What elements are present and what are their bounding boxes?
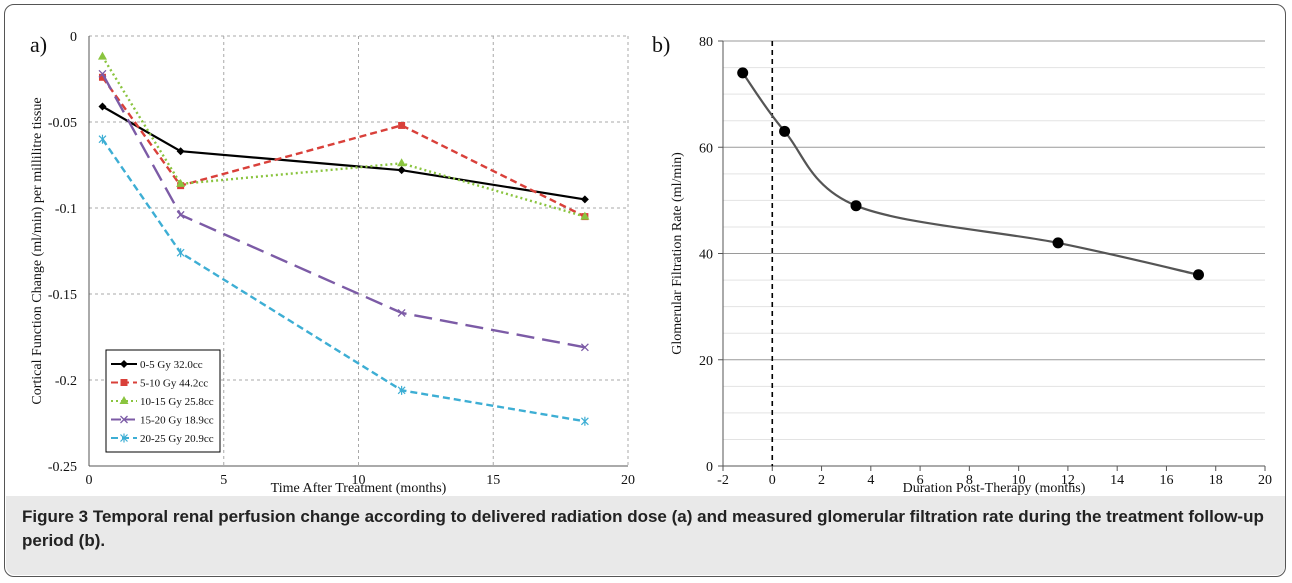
panel-a-x-tick-label: 0	[86, 473, 93, 488]
panel-a-series-line-5	[101, 138, 586, 423]
panel-b-y-tick-label: 40	[699, 248, 713, 263]
panel-a-y-tick-label: 0	[70, 30, 77, 45]
panel-b-gfr-point	[1052, 237, 1064, 249]
panel-a-y-tick-label: -0.15	[48, 288, 77, 303]
panel-a-label: a)	[30, 32, 47, 57]
panel-b-x-axis-label: Duration Post-Therapy (months)	[903, 481, 1086, 496]
panel-a-series-5-point	[397, 385, 406, 395]
panel-a-series-line-4	[101, 73, 586, 349]
panel-b-gfr-point	[779, 125, 791, 137]
panel-a-series-1-point	[580, 195, 589, 204]
panel-a-series-5-point	[98, 134, 107, 144]
panel-a-series-5-point	[176, 248, 185, 258]
panel-a-y-tick-label: -0.05	[48, 116, 77, 131]
panel-a-legend-label-2: 5-10 Gy 44.2cc	[140, 378, 208, 390]
panel-a-x-tick-label: 15	[486, 473, 500, 488]
panel-a-y-tick-label: -0.1	[55, 202, 77, 217]
panel-a-legend-label-3: 10-15 Gy 25.8cc	[140, 396, 214, 408]
panel-b-x-tick-label: 10	[1012, 473, 1026, 488]
panel-a-y-axis-label: Cortical Function Change (ml/min) per mi…	[30, 97, 45, 404]
panel-a-legend-marker-4	[120, 415, 128, 424]
panel-a-legend-marker-2	[120, 379, 128, 386]
panel-b-x-tick-label: -2	[717, 473, 729, 488]
panel-a-series-5-point	[580, 416, 589, 426]
panel-a-y-tick-label: -0.25	[48, 460, 77, 475]
panel-b-x-tick-label: 16	[1159, 473, 1173, 488]
panel-b-x-tick-label: 8	[966, 473, 973, 488]
panel-b-y-axis-label: Glomerular Filtration Rate (ml/min)	[670, 152, 685, 355]
panel-a-legend-marker-3	[119, 396, 129, 404]
figure-frame	[4, 4, 1286, 577]
panel-a-series-3-point	[176, 178, 186, 187]
panel-a-series-2-point	[98, 73, 106, 81]
panel-a-series-4-point	[397, 308, 406, 317]
panel-b-x-tick-label: 4	[867, 473, 874, 488]
panel-b-y-tick-label: 0	[706, 460, 713, 475]
panel-a-series-3-point	[97, 51, 107, 60]
panel-a-series-4-point	[176, 210, 185, 219]
panel-a-x-tick-label: 10	[352, 473, 366, 488]
panel-b-y-tick-label: 80	[699, 35, 713, 50]
panel-b-gfr-point	[850, 200, 862, 212]
panel-a-series-1-point	[176, 147, 185, 156]
caption-box	[6, 496, 1285, 575]
panel-a-series-4-point	[98, 69, 107, 78]
panel-b-y-tick-label: 20	[699, 354, 713, 369]
caption-label: Figure 3	[22, 507, 89, 526]
panel-a-series-2-point	[398, 121, 406, 129]
panel-a-legend-marker-5	[120, 433, 128, 443]
panel-a-legend-label-5: 20-25 Gy 20.9cc	[140, 433, 214, 445]
panel-a-legend-marker-1	[120, 360, 128, 368]
panel-a-series-line-1	[101, 105, 586, 201]
panel-b-gfr-point	[737, 67, 749, 79]
panel-a-series-line-3	[101, 55, 586, 218]
panel-a-series-line-2	[101, 76, 586, 218]
figure-caption: Figure 3 Temporal renal perfusion change…	[22, 505, 1267, 553]
panel-b-y-tick-label: 60	[699, 141, 713, 156]
panel-a-series-1-point	[397, 166, 406, 175]
panel-b-x-tick-label: 20	[1258, 473, 1272, 488]
panel-a-series-1-point	[98, 102, 107, 111]
panel-b-x-tick-label: 14	[1110, 473, 1124, 488]
panel-b-x-tick-label: 6	[917, 473, 924, 488]
panel-a-legend-label-4: 15-20 Gy 18.9cc	[140, 415, 214, 427]
panel-b-label: b)	[652, 32, 670, 57]
panel-b-x-tick-label: 0	[769, 473, 776, 488]
caption-text: Temporal renal perfusion change accordin…	[22, 507, 1264, 550]
panel-a-x-tick-label: 5	[220, 473, 227, 488]
panel-b-gfr-point	[1192, 269, 1204, 281]
panel-a-x-axis-label: Time After Treatment (months)	[271, 481, 447, 496]
panel-a-legend-label-1: 0-5 Gy 32.0cc	[140, 359, 203, 371]
panel-b-x-tick-label: 2	[818, 473, 825, 488]
panel-a-x-tick-label: 20	[621, 473, 635, 488]
panel-a-series-3-point	[580, 211, 590, 220]
panel-a-series-4-point	[580, 343, 589, 352]
panel-b-gfr-line	[741, 72, 1199, 276]
panel-b-x-tick-label: 18	[1209, 473, 1223, 488]
panel-a-series-3-point	[397, 158, 407, 167]
panel-a-y-tick-label: -0.2	[55, 374, 77, 389]
panel-b-x-tick-label: 12	[1061, 473, 1075, 488]
